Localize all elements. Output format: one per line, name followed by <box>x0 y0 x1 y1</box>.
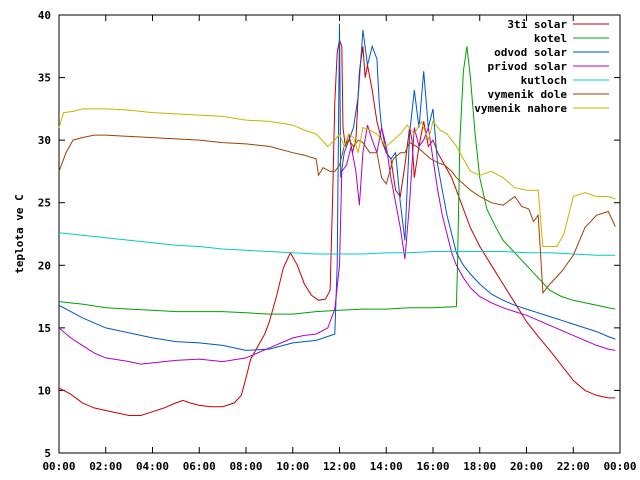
series-line-4 <box>58 232 616 256</box>
series-line-5 <box>58 134 616 295</box>
x-tick-label: 08:00 <box>229 460 262 473</box>
y-axis-label: teplota ve C <box>13 194 26 273</box>
x-tick-label: 00:00 <box>42 460 75 473</box>
series-line-1 <box>58 46 616 315</box>
x-tick-label: 10:00 <box>276 460 309 473</box>
y-tick-label: 25 <box>38 197 51 210</box>
y-tick-label: 20 <box>38 259 51 272</box>
series-line-6 <box>58 108 616 247</box>
x-tick-label: 16:00 <box>416 460 449 473</box>
series-lines <box>58 23 616 416</box>
y-tick-label: 15 <box>38 322 51 335</box>
legend-label: privod solar <box>488 60 568 73</box>
x-tick-label: 00:00 <box>603 460 636 473</box>
x-tick-label: 18:00 <box>463 460 496 473</box>
axis-ticks <box>58 14 621 454</box>
x-tick-label: 04:00 <box>136 460 169 473</box>
y-tick-label: 40 <box>38 9 51 22</box>
y-tick-label: 30 <box>38 134 51 147</box>
x-tick-label: 22:00 <box>557 460 590 473</box>
legend-label: vymenik dole <box>488 88 568 101</box>
legend-label: odvod solar <box>494 46 567 59</box>
y-tick-label: 5 <box>44 447 51 460</box>
x-tick-label: 02:00 <box>89 460 122 473</box>
x-tick-label: 12:00 <box>323 460 356 473</box>
legend-label: 3ti solar <box>507 18 567 31</box>
y-tick-label: 10 <box>38 384 51 397</box>
x-tick-label: 14:00 <box>370 460 403 473</box>
legend-label: vymenik nahore <box>474 102 567 115</box>
series-line-3 <box>58 124 616 365</box>
legend-label: kutloch <box>521 74 567 87</box>
x-tick-label: 06:00 <box>183 460 216 473</box>
x-tick-label: 20:00 <box>510 460 543 473</box>
axis-tick-labels: 5 10 15 20 25 30 35 40 00:00 02:00 04:00 06:00 08:00… <box>38 9 637 473</box>
legend-label: kotel <box>534 32 567 45</box>
series-line-2 <box>58 23 616 351</box>
y-tick-label: 35 <box>38 72 51 85</box>
